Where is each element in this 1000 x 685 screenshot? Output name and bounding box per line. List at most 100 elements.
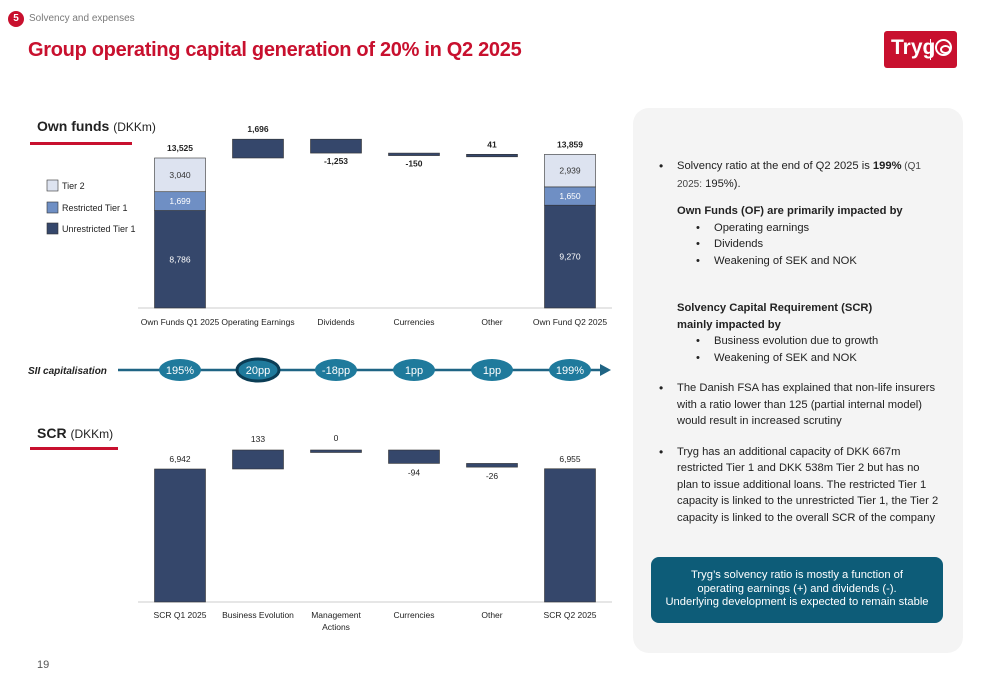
of-x-tick-5: Own Fund Q2 2025 [533, 317, 607, 327]
bullet-solvency-text: Solvency ratio at the end of Q2 2025 is [677, 160, 873, 172]
scr-x-tick-3: Currencies [393, 610, 434, 620]
of-total-label-0: 13,525 [167, 143, 193, 153]
bullet-solvency-ratio: Solvency ratio at the end of Q2 2025 is … [657, 158, 942, 366]
scr-bar-5 [544, 468, 596, 603]
scr-x-tick-5: SCR Q2 2025 [544, 610, 597, 620]
scr-title-bold: SCR [37, 425, 67, 441]
scr-title-unit: (DKKm) [70, 427, 114, 441]
of-data-label-0-restricted-tier1: 1,699 [169, 196, 191, 206]
own-funds-bars: 8,786 1,699 3,040 13,525 9,270 1,650 2,939 13,8… [154, 124, 596, 309]
own-funds-impact-item: Operating earnings [696, 220, 942, 237]
scr-x-tick-0: SCR Q1 2025 [154, 610, 207, 620]
page-title: Group operating capital generation of 20… [28, 39, 522, 61]
scr-impact-heading-2: mainly impacted by [677, 318, 781, 331]
of-data-label-5-restricted-tier1: 1,650 [559, 191, 581, 201]
of-data-label-4: 41 [487, 139, 497, 149]
sii-point-ellipse-0 [159, 359, 201, 381]
legend-label-unrestricted-tier1: Unrestricted Tier 1 [62, 224, 136, 234]
sii-point-ellipse-4 [471, 359, 513, 381]
bullet-danish-fsa: The Danish FSA has explained that non-li… [657, 380, 942, 430]
of-data-label-5-tier2: 2,939 [559, 166, 581, 176]
own-funds-title-underline [30, 142, 132, 145]
scr-bar-2 [310, 449, 362, 453]
charts-canvas: Tier 2 Restricted Tier 1 Unrestricted Ti… [28, 124, 612, 632]
of-data-label-1: 1,696 [247, 124, 269, 134]
tryg-logo: Tryg [884, 31, 957, 68]
scr-impact-item: Weakening of SEK and NOK [696, 350, 942, 367]
scr-x-tick-2: Management Actions [311, 610, 361, 632]
logo-mark-icon [935, 39, 952, 56]
legend-label-restricted-tier1: Restricted Tier 1 [62, 203, 128, 213]
scr-total-label-0: 6,942 [169, 454, 191, 464]
sii-point-label-1: 20pp [246, 365, 270, 377]
of-total-label-5: 13,859 [557, 139, 583, 149]
sii-point-ellipse-2 [315, 359, 357, 381]
own-funds-impact-heading: Own Funds (OF) are primarily impacted by [677, 205, 903, 217]
own-funds-title-bold: Own funds [37, 118, 110, 134]
of-bar-1 [232, 138, 284, 159]
legend-swatch-unrestricted-tier1 [46, 222, 59, 235]
sii-point-5: 199% [549, 359, 591, 381]
own-funds-title: Own funds (DKKm) [37, 118, 156, 134]
sii-capitalisation-label: SII capitalisation [28, 366, 107, 377]
callout-line-3: Underlying development is expected to re… [665, 596, 929, 608]
of-bar-5-tier2 [544, 153, 596, 188]
sii-capitalisation-points: 195% 20pp -18pp 1pp 1pp 199% [159, 357, 591, 383]
own-funds-impact-item: Dividends [696, 236, 942, 253]
scr-data-label-4: -26 [486, 471, 499, 481]
sii-point-label-4: 1pp [483, 365, 501, 377]
legend-swatch-restricted-tier1 [46, 201, 59, 214]
sii-point-ellipse-1 [235, 357, 281, 383]
scr-x-tick-4: Other [481, 610, 502, 620]
of-x-tick-3: Currencies [393, 317, 434, 327]
own-funds-x-axis: Own Funds Q1 2025 Operating Earnings Div… [141, 317, 608, 327]
scr-impact-item: Business evolution due to growth [696, 333, 942, 350]
sii-point-1: 20pp [235, 357, 281, 383]
own-funds-title-unit: (DKKm) [113, 120, 156, 134]
scr-bar-4 [466, 463, 518, 468]
scr-x-tick-1: Business Evolution [222, 610, 294, 620]
of-x-tick-1: Operating Earnings [221, 317, 294, 327]
sii-point-3: 1pp [393, 359, 435, 381]
own-funds-legend: Tier 2 Restricted Tier 1 Unrestricted Ti… [46, 179, 136, 235]
of-x-tick-2: Dividends [317, 317, 354, 327]
of-bar-0-tier2 [154, 157, 206, 193]
scr-data-label-2: 0 [334, 433, 339, 443]
callout-line-2: operating earnings (+) and dividends (-)… [697, 582, 897, 595]
of-bar-0-unrestricted-tier1 [154, 210, 206, 309]
scr-impact-heading-1: Solvency Capital Requirement (SCR) [677, 302, 873, 314]
of-data-label-5-unrestricted-tier1: 9,270 [559, 252, 581, 262]
scr-total-label-5: 6,955 [559, 454, 581, 464]
of-bar-2 [310, 138, 362, 154]
sii-point-label-3: 1pp [405, 365, 423, 377]
section-name: Solvency and expenses [29, 13, 135, 24]
sii-point-ellipse-3 [393, 359, 435, 381]
bullet-solvency-small: (Q1 2025: [677, 161, 921, 190]
summary-callout: Tryg’s solvency ratio is mostly a functi… [651, 557, 943, 623]
scr-data-label-1: 133 [251, 434, 265, 444]
scr-x-axis: SCR Q1 2025 Business Evolution Managemen… [154, 610, 597, 632]
of-bar-3 [388, 152, 440, 156]
sii-point-label-2: -18pp [322, 365, 350, 377]
page-number: 19 [37, 659, 50, 671]
sii-point-2: -18pp [315, 359, 357, 381]
of-data-label-0-unrestricted-tier1: 8,786 [169, 254, 191, 264]
callout-line-1: Tryg’s solvency ratio is mostly a functi… [690, 569, 904, 581]
of-bar-4 [466, 153, 518, 158]
sii-point-4: 1pp [471, 359, 513, 381]
scr-title-underline [30, 447, 118, 450]
scr-bar-3 [388, 449, 440, 464]
commentary-bullets: Solvency ratio at the end of Q2 2025 is … [657, 158, 942, 540]
sii-timeline-arrow-icon [600, 364, 611, 376]
bullet-solvency-bold: 199% [872, 160, 902, 172]
scr-title: SCR (DKKm) [37, 425, 113, 441]
scr-data-label-3: -94 [408, 467, 421, 477]
bullet-solvency-tail: 195%). [702, 177, 741, 190]
scr-bars: 6,942 6,955 133 0 -94 -26 [154, 433, 596, 603]
legend-swatch-tier2 [46, 179, 59, 192]
of-x-tick-0: Own Funds Q1 2025 [141, 317, 220, 327]
scr-bar-1 [232, 449, 284, 470]
sii-point-label-5: 199% [556, 365, 584, 377]
scr-bar-0 [154, 468, 206, 603]
sii-point-label-0: 195% [166, 365, 194, 377]
